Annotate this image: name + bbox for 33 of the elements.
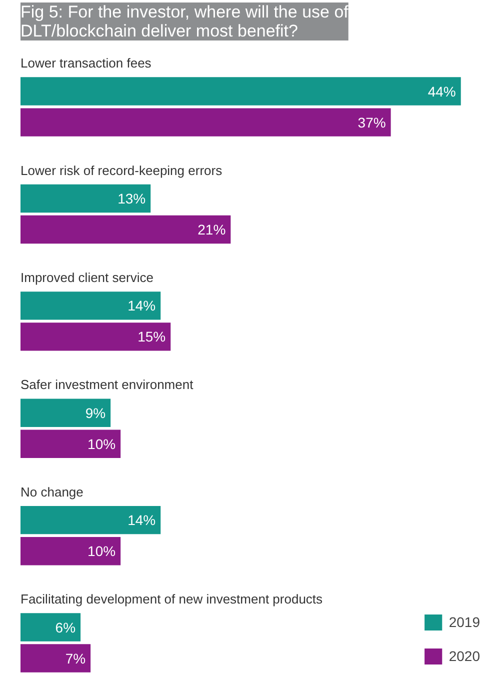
y-tick-label: Lower transaction fees <box>20 56 152 71</box>
data-label: 6% <box>55 619 76 636</box>
data-label: 37% <box>358 114 386 130</box>
data-label: 14% <box>128 298 156 314</box>
data-label: 15% <box>138 328 166 345</box>
bar <box>20 322 171 351</box>
data-label: 14% <box>128 512 156 528</box>
bar <box>20 184 151 213</box>
data-label: 10% <box>88 436 116 452</box>
data-label: 13% <box>118 190 146 206</box>
bar <box>20 613 81 642</box>
y-tick-label: No change <box>20 484 84 500</box>
bar <box>20 292 161 320</box>
bar <box>20 108 391 136</box>
bar <box>20 215 231 244</box>
legend-label: 2020 <box>448 648 480 664</box>
bar <box>20 77 461 106</box>
bar <box>20 536 121 566</box>
y-tick-label: Lower risk of record-keeping errors <box>20 162 223 178</box>
bar <box>20 644 91 672</box>
y-tick-label: Improved client service <box>20 270 154 285</box>
bar <box>20 506 161 534</box>
data-label: 9% <box>85 404 106 421</box>
chart-title: Fig 5: For the investor, where will the use of DLT/blockchain deliver most benefit? <box>20 2 349 40</box>
y-tick-label: Facilitating development of new investment products <box>20 592 324 607</box>
y-tick-label: Safer investment environment <box>20 377 194 392</box>
data-label: 10% <box>88 543 116 560</box>
data-label: 7% <box>65 650 86 666</box>
bar <box>20 398 111 427</box>
legend-label: 2019 <box>448 614 480 630</box>
data-label: 44% <box>428 83 456 100</box>
data-label: 21% <box>198 222 226 238</box>
bar <box>20 430 121 458</box>
